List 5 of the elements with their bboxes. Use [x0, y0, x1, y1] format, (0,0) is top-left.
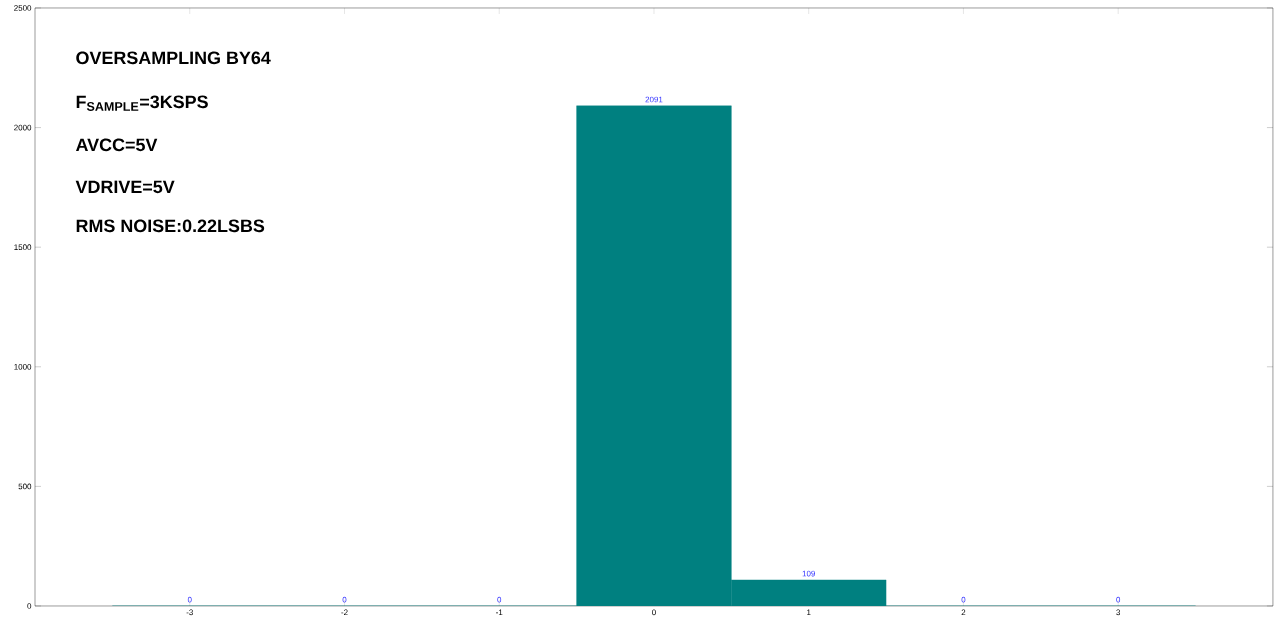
annotation: OVERSAMPLING BY64 — [76, 51, 271, 65]
annotation: F$_{SAMPLE}$=3KSPS — [76, 95, 208, 111]
annotation: AVCC=5V — [75, 138, 158, 152]
annotation: RMS NOISE:0.22LSBS — [76, 219, 265, 233]
annotation: VDRIVE=5V — [75, 180, 175, 194]
